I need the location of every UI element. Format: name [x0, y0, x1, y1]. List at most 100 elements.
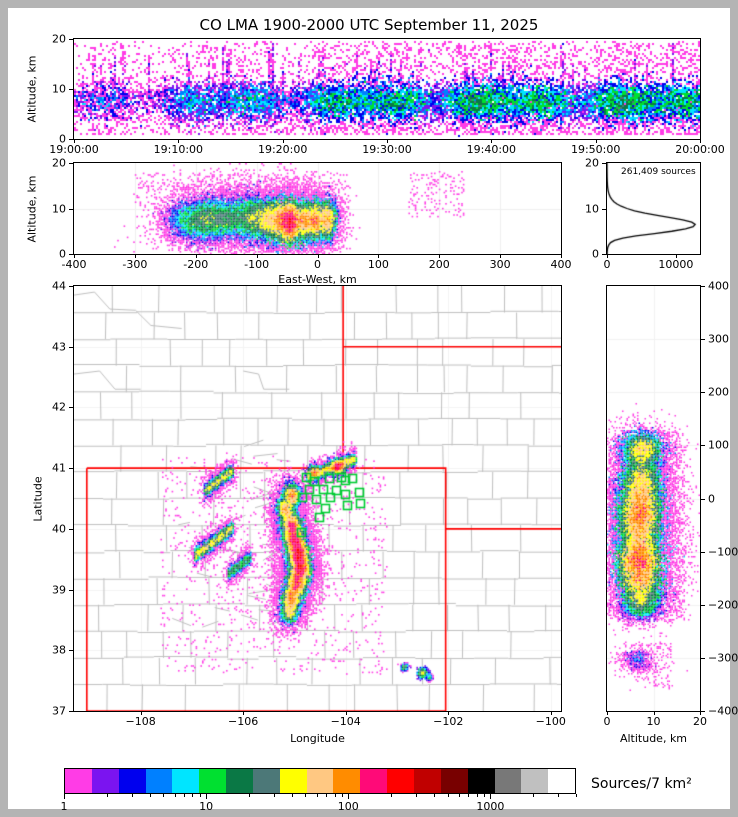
longitude-tick-label: −106	[228, 715, 259, 728]
colorbar-tick-label: 100	[337, 800, 359, 813]
latitude-tick-label: 37	[52, 704, 66, 718]
colorbar-major-tick	[206, 794, 207, 799]
colorbar-major-tick	[348, 794, 349, 799]
colorbar-minor-tick	[132, 794, 133, 797]
colorbar-segment	[91, 769, 119, 793]
axis-tick	[346, 711, 347, 715]
colorbar-minor-tick	[305, 794, 306, 797]
colorbar-major-tick	[64, 794, 65, 799]
colorbar-segment	[440, 769, 468, 793]
axis-tick	[500, 254, 501, 258]
axis-tick	[69, 650, 73, 651]
north-south-tick-label: 0	[708, 492, 715, 505]
axis-tick	[378, 254, 379, 258]
colorbar-minor-tick	[416, 794, 417, 797]
longitude-axis-title: Longitude	[290, 732, 345, 745]
axis-tick	[551, 711, 552, 715]
time-axis-tick-label: 19:30:00	[362, 143, 412, 156]
north-south-tick-label: −200	[708, 598, 738, 612]
longitude-tick-label: −100	[535, 715, 566, 728]
colorbar-tick-label: 1	[60, 800, 68, 813]
axis-tick	[701, 711, 705, 712]
colorbar-segment	[65, 769, 92, 793]
colorbar-minor-tick	[326, 794, 327, 797]
source-count-annotation: 261,409 sources	[621, 167, 696, 177]
plan-view-map-panel	[73, 285, 562, 712]
colorbar-minor-tick	[484, 794, 485, 797]
altitude-axis-tick-label: 20	[52, 156, 66, 170]
east-west-axis-tick-label: 200	[428, 258, 450, 271]
colorbar-segment	[387, 769, 414, 793]
colorbar-minor-tick	[477, 794, 478, 797]
axis-tick	[69, 711, 73, 712]
colorbar-minor-tick	[175, 794, 176, 797]
north-south-tick-label: −100	[708, 545, 738, 559]
axis-tick	[69, 347, 73, 348]
latitude-tick-label: 41	[52, 461, 66, 475]
colorbar-minor-tick	[533, 794, 534, 797]
histogram-altitude-tick-label: 0	[592, 247, 599, 261]
north-south-tick-label: −300	[708, 651, 738, 665]
colorbar-gradient	[64, 768, 576, 794]
axis-tick	[448, 711, 449, 715]
colorbar-minor-tick	[107, 794, 108, 797]
histogram-count-tick-label: 0	[603, 258, 611, 271]
axis-tick	[701, 658, 705, 659]
colorbar-minor-tick	[342, 794, 343, 797]
time-axis-tick-label: 19:10:00	[153, 143, 204, 156]
axis-tick	[607, 254, 608, 258]
figure-canvas: CO LMA 1900-2000 UTC September 11, 2025 …	[8, 8, 738, 813]
axis-tick	[69, 590, 73, 591]
axis-tick	[318, 254, 319, 258]
axis-tick	[257, 254, 258, 258]
east-west-axis-tick-label: -300	[122, 258, 148, 271]
colorbar-segment	[333, 769, 361, 793]
axis-tick	[701, 499, 705, 500]
histogram-altitude-tick-label: 10	[585, 202, 599, 215]
ew-panel-ylabel: Altitude, km	[25, 174, 39, 243]
axis-tick	[607, 711, 608, 715]
axis-tick	[439, 254, 440, 258]
altitude-vs-north-south-plot	[607, 286, 700, 711]
axis-tick	[701, 445, 705, 446]
colorbar-segment	[360, 769, 388, 793]
north-south-tick-label: 300	[708, 332, 729, 346]
east-west-axis-tick-label: 100	[367, 258, 389, 271]
colorbar-segment	[494, 769, 522, 793]
axis-tick	[602, 254, 606, 255]
altitude-axis-tick-label: 20	[52, 32, 66, 46]
axis-tick	[602, 209, 606, 210]
colorbar-minor-tick	[468, 794, 469, 797]
time-axis-tick-label: 19:50:00	[570, 143, 621, 156]
histogram-altitude-tick-label: 20	[585, 156, 599, 170]
axis-tick	[178, 139, 179, 143]
latitude-axis-title: Latitude	[31, 475, 45, 522]
axis-tick	[135, 254, 136, 258]
colorbar-segment	[252, 769, 280, 793]
colorbar-segment	[413, 769, 441, 793]
colorbar-segment	[548, 769, 576, 793]
colorbar-title: Sources/7 km²	[591, 776, 692, 792]
east-west-vs-altitude-panel	[73, 162, 562, 255]
colorbar-minor-tick	[391, 794, 392, 797]
altitude-axis-tick-label: 10	[52, 82, 66, 96]
axis-tick	[69, 286, 73, 287]
colorbar-minor-tick	[274, 794, 275, 797]
north-south-tick-label: −400	[708, 704, 738, 718]
axis-tick	[700, 711, 701, 715]
colorbar-segment	[172, 769, 200, 793]
colorbar-minor-tick	[292, 794, 293, 797]
axis-tick	[69, 139, 73, 140]
longitude-tick-label: −108	[125, 715, 156, 728]
colorbar-segment	[279, 769, 307, 793]
east-west-axis-tick-label: 0	[314, 258, 321, 271]
axis-tick	[69, 468, 73, 469]
figure-title: CO LMA 1900-2000 UTC September 11, 2025	[199, 16, 539, 34]
axis-tick	[69, 254, 73, 255]
colorbar-minor-tick	[249, 794, 250, 797]
altitude-histogram-plot	[607, 163, 700, 254]
colorbar-minor-tick	[184, 794, 185, 797]
time-vs-altitude-panel	[73, 38, 701, 140]
colorbar-minor-tick	[163, 794, 164, 797]
east-west-axis-tick-label: 400	[550, 258, 572, 271]
